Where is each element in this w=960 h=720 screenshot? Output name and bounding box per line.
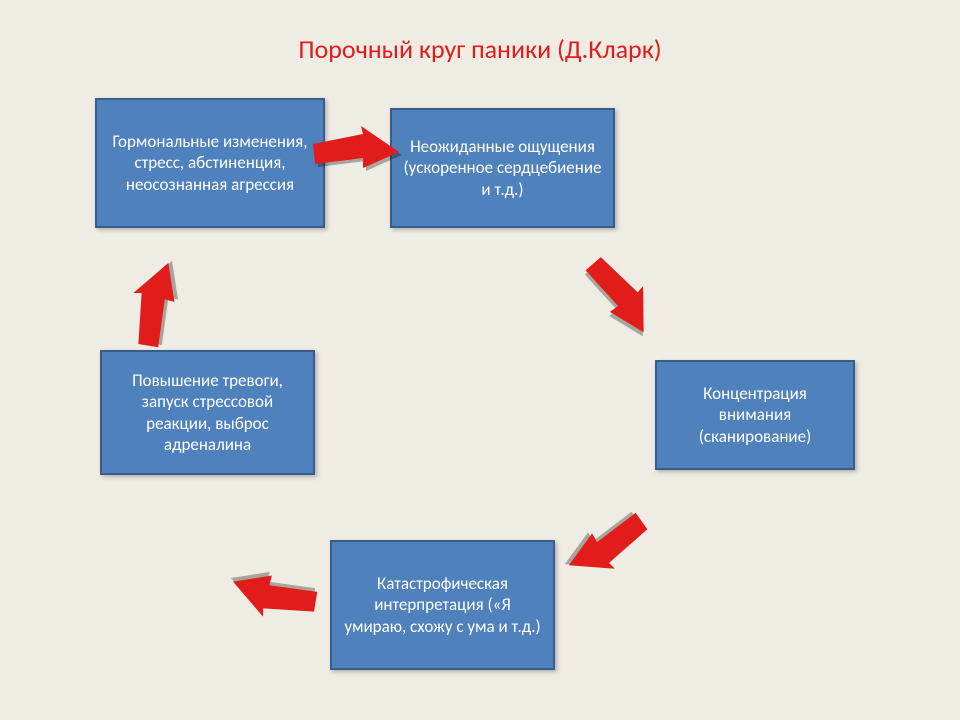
flow-arrow-a3 bbox=[548, 505, 668, 585]
flow-node-n4: Катастрофическая интерпретация («Я умира… bbox=[330, 540, 555, 670]
diagram-stage: Порочный круг паники (Д.Кларк) Гормональ… bbox=[0, 0, 960, 720]
flow-arrow-a1 bbox=[295, 110, 415, 190]
flow-arrow-a4 bbox=[215, 555, 335, 635]
flow-node-n2: Неожиданные ощущения (ускоренное сердцеб… bbox=[390, 108, 615, 228]
flow-node-n3: Концентрация внимания (сканирование) bbox=[655, 360, 855, 470]
flow-node-n5: Повышение тревоги, запуск стрессовой реа… bbox=[100, 350, 315, 475]
flow-arrow-a5 bbox=[95, 265, 215, 345]
flow-node-n1: Гормональные изменения, стресс, абстинен… bbox=[95, 98, 325, 228]
flow-arrow-a2 bbox=[560, 255, 680, 335]
diagram-title: Порочный круг паники (Д.Кларк) bbox=[0, 33, 960, 65]
